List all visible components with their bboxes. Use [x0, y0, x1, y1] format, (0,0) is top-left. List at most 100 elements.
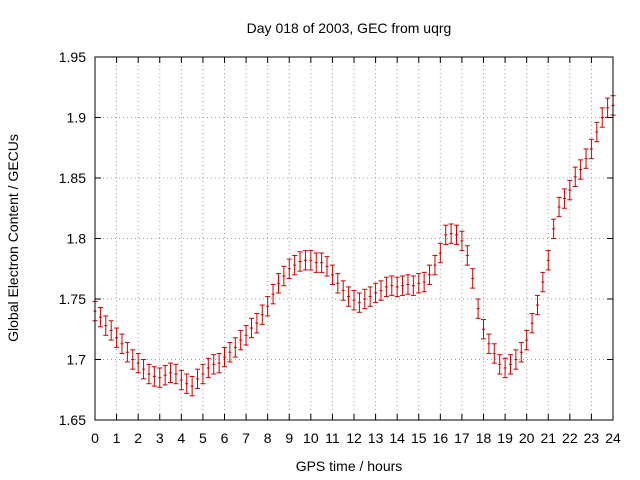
data-point [383, 276, 389, 298]
x-tick-label: 13 [368, 430, 384, 446]
data-point [443, 224, 449, 246]
data-point [270, 283, 276, 305]
x-tick-label: 20 [519, 430, 535, 446]
x-tick-label: 3 [156, 430, 164, 446]
data-point [135, 352, 141, 374]
x-tick-label: 17 [454, 430, 470, 446]
data-point [367, 286, 373, 307]
data-point [437, 242, 443, 264]
chart-title: Day 018 of 2003, GEC from uqrg [247, 20, 452, 36]
data-point [286, 258, 292, 279]
axis-ticks: 0 1 2 3 4 5 6 7 8 9 10 11 12 13 14 15 16 17 18 19 20 21 22 23 24… [59, 49, 621, 446]
data-point [346, 286, 352, 307]
x-tick-label: 21 [540, 430, 556, 446]
data-point [513, 349, 519, 370]
data-point [108, 320, 114, 341]
data-point [373, 282, 379, 304]
data-point [351, 290, 357, 311]
x-tick-label: 1 [113, 430, 121, 446]
x-tick-label: 5 [199, 430, 207, 446]
x-tick-label: 7 [242, 430, 250, 446]
data-point [545, 250, 551, 271]
data-point [173, 363, 179, 385]
data-point [227, 342, 233, 363]
data-point [588, 138, 594, 160]
data-point [524, 329, 530, 351]
data-point [141, 359, 147, 380]
data-point [243, 325, 249, 346]
grid [95, 57, 613, 420]
data-point [356, 292, 362, 313]
data-point [378, 280, 384, 301]
data-point [146, 363, 152, 385]
x-tick-label: 4 [177, 430, 185, 446]
data-point [329, 264, 335, 285]
data-point [232, 337, 238, 358]
y-tick-label: 1.9 [67, 110, 87, 126]
data-point [119, 333, 125, 354]
data-point [518, 342, 524, 363]
data-point [448, 223, 454, 244]
data-point [222, 346, 227, 368]
data-point [205, 357, 211, 379]
data-point [292, 254, 298, 276]
data-point [189, 375, 195, 397]
data-point [216, 352, 222, 374]
data-point [178, 369, 184, 391]
data-point [599, 107, 605, 128]
x-tick-label: 9 [285, 430, 293, 446]
data-point [421, 271, 427, 293]
y-tick-label: 1.95 [59, 49, 86, 65]
data-point [464, 245, 470, 266]
data-point [502, 357, 508, 379]
data-point [432, 254, 438, 276]
data-point [454, 224, 460, 246]
data-point [324, 256, 330, 277]
data-point [195, 368, 201, 390]
data-point [211, 354, 217, 375]
data-point [157, 367, 163, 388]
data-point [578, 159, 584, 180]
data-point [302, 250, 308, 271]
x-tick-label: 19 [497, 430, 513, 446]
y-axis-label: Global Electron Content / GECUs [5, 134, 21, 342]
data-point [114, 327, 120, 348]
data-point [416, 273, 422, 294]
data-point [130, 349, 136, 370]
data-point [481, 319, 486, 340]
data-point [162, 365, 168, 386]
data-point [313, 252, 319, 273]
data-point [605, 97, 611, 118]
data-point [151, 366, 157, 387]
error-bars [92, 95, 616, 397]
data-point [168, 362, 174, 383]
data-point [362, 288, 368, 310]
data-point [394, 276, 400, 298]
data-point [281, 265, 287, 287]
data-point [491, 343, 497, 364]
x-tick-label: 15 [411, 430, 427, 446]
y-tick-label: 1.65 [59, 412, 86, 428]
data-point [567, 179, 573, 201]
data-point [335, 273, 341, 294]
data-point [529, 313, 535, 334]
data-point [561, 188, 567, 209]
data-point [475, 298, 481, 319]
data-point [551, 218, 557, 239]
data-point [540, 271, 546, 293]
x-tick-label: 24 [605, 430, 621, 446]
data-point [297, 251, 303, 272]
x-tick-label: 23 [584, 430, 600, 446]
y-tick-label: 1.7 [67, 352, 87, 368]
data-point [427, 264, 433, 285]
data-point [583, 148, 589, 169]
data-point [459, 230, 465, 252]
data-point [405, 274, 411, 295]
data-point [238, 329, 244, 351]
x-tick-label: 10 [303, 430, 319, 446]
x-tick-label: 14 [389, 430, 405, 446]
x-tick-label: 0 [91, 430, 99, 446]
x-tick-label: 18 [476, 430, 492, 446]
y-tick-label: 1.75 [59, 291, 86, 307]
